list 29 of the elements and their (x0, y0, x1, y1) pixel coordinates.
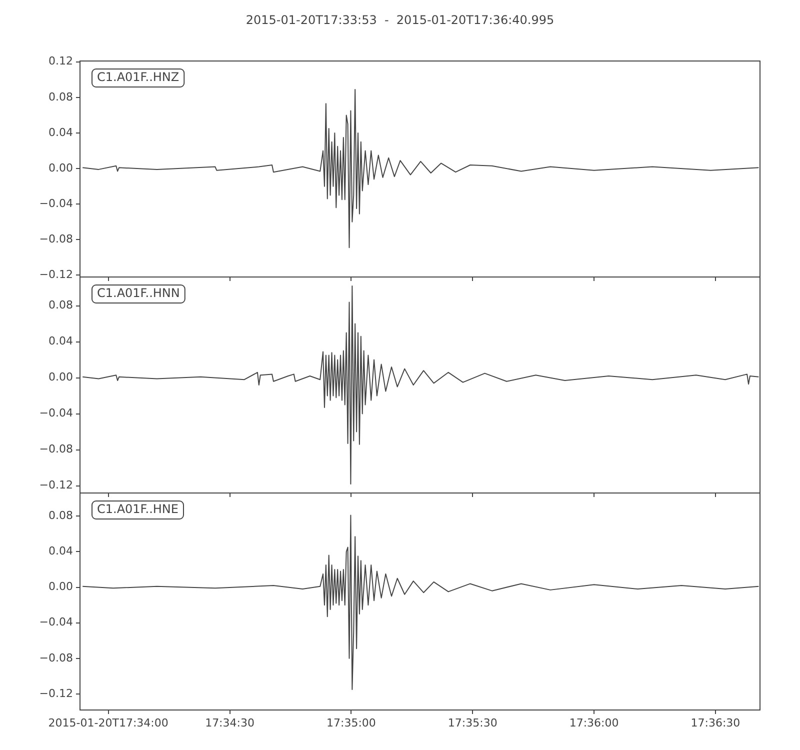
y-tick-label: −0.08 (39, 232, 73, 246)
x-tick-label: 17:36:30 (690, 716, 740, 730)
y-tick-label: 0.08 (48, 298, 73, 312)
annotation: C1.A01F..HNZ (97, 70, 180, 84)
annotation: C1.A01F..HNN (97, 286, 180, 300)
y-tick-label: −0.08 (39, 442, 73, 456)
y-tick-label: 0.00 (48, 161, 73, 174)
y-tick-label: −0.04 (39, 406, 73, 420)
y-tick-label: −0.08 (39, 651, 73, 664)
y-tick-label: −0.12 (39, 268, 73, 282)
x-tick-label: 2015-01-20T17:34:00 (48, 716, 168, 730)
x-tick-label: 17:36:00 (569, 716, 619, 730)
y-tick-label: 0.08 (48, 90, 73, 104)
y-tick-label: −0.12 (39, 478, 73, 492)
annotation: C1.A01F..HNE (97, 502, 178, 516)
y-tick-label: −0.04 (39, 196, 73, 210)
y-tick-label: 0.08 (48, 508, 73, 522)
x-tick-label: 17:35:30 (448, 716, 498, 730)
y-tick-label: −0.12 (39, 686, 73, 700)
y-tick-label: 0.04 (48, 544, 73, 558)
y-tick-label: 0.04 (48, 126, 73, 139)
x-tick-label: 17:34:30 (205, 716, 254, 730)
y-tick-label: 0.00 (48, 580, 73, 594)
y-tick-label: 0.12 (48, 54, 73, 68)
y-tick-label: 0.00 (48, 370, 73, 384)
x-tick-label: 17:35:00 (326, 716, 376, 730)
y-tick-label: 0.04 (48, 334, 73, 348)
chart-title: 2015-01-20T17:33:53 - 2015-01-20T17:36:40.995 (244, 12, 556, 29)
y-tick-label: −0.04 (39, 616, 73, 629)
